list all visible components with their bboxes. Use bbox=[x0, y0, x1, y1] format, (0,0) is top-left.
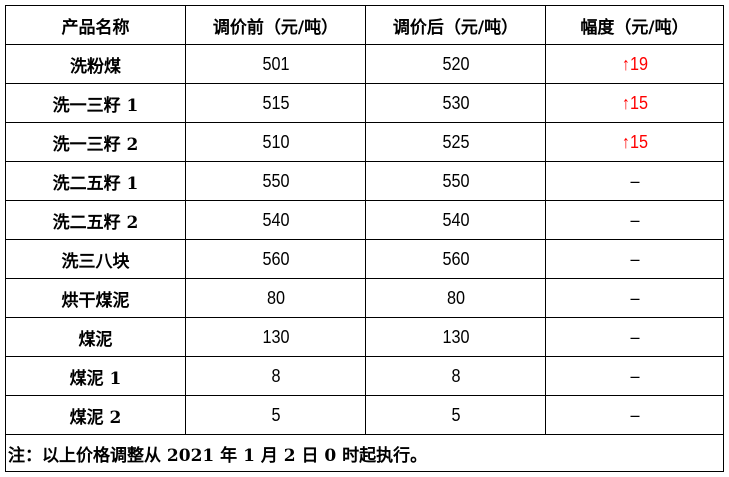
header-change: 幅度（元/吨） bbox=[545, 5, 724, 45]
product-name: 洗一三籽 2 bbox=[5, 122, 186, 162]
product-name: 煤泥 2 bbox=[5, 395, 186, 435]
price-change: ↑15 bbox=[553, 83, 716, 123]
price-table: 产品名称 调价前（元/吨） 调价后（元/吨） 幅度（元/吨） 洗粉煤 501 520… bbox=[5, 5, 724, 472]
price-before: 501 bbox=[194, 44, 357, 84]
product-name: 洗二五籽 2 bbox=[5, 200, 186, 240]
price-before: 515 bbox=[194, 83, 357, 123]
header-row: 产品名称 调价前（元/吨） 调价后（元/吨） 幅度（元/吨） bbox=[5, 5, 724, 45]
table-row: 洗二五籽 2 540 540– bbox=[5, 200, 724, 240]
product-name: 烘干煤泥 bbox=[5, 278, 186, 318]
price-change: – bbox=[553, 161, 716, 201]
table-row: 洗一三籽 2 510 525 ↑15 bbox=[5, 122, 724, 162]
price-before: 5 bbox=[194, 395, 357, 435]
table-row: 煤泥 130 130– bbox=[5, 317, 724, 357]
price-change: – bbox=[553, 200, 716, 240]
price-after: 80 bbox=[374, 278, 537, 318]
price-after: 530 bbox=[374, 83, 537, 123]
table-row: 烘干煤泥 80 80– bbox=[5, 278, 724, 318]
price-change: – bbox=[553, 239, 716, 279]
price-after: 540 bbox=[374, 200, 537, 240]
note-text: 注：以上价格调整从 2021 年 1 月 2 日 0 时起执行。 bbox=[5, 434, 724, 472]
price-before: 540 bbox=[194, 200, 357, 240]
product-name: 洗二五籽 1 bbox=[5, 161, 186, 201]
price-change: – bbox=[553, 395, 716, 435]
product-name: 洗三八块 bbox=[5, 239, 186, 279]
price-after: 520 bbox=[374, 44, 537, 84]
table-row: 煤泥 2 5 5– bbox=[5, 395, 724, 435]
note-row: 注：以上价格调整从 2021 年 1 月 2 日 0 时起执行。 bbox=[5, 434, 724, 472]
table-row: 洗一三籽 1 515 530 ↑15 bbox=[5, 83, 724, 123]
product-name: 洗粉煤 bbox=[5, 44, 186, 84]
price-after: 560 bbox=[374, 239, 537, 279]
price-change: – bbox=[553, 356, 716, 396]
table-row: 洗三八块 560 560– bbox=[5, 239, 724, 279]
price-before: 8 bbox=[194, 356, 357, 396]
price-before: 560 bbox=[194, 239, 357, 279]
product-name: 洗一三籽 1 bbox=[5, 83, 186, 123]
price-before: 80 bbox=[194, 278, 357, 318]
header-product: 产品名称 bbox=[5, 5, 186, 45]
product-name: 煤泥 1 bbox=[5, 356, 186, 396]
price-after: 8 bbox=[374, 356, 537, 396]
price-change: ↑15 bbox=[553, 122, 716, 162]
price-before: 130 bbox=[194, 317, 357, 357]
table-row: 洗二五籽 1 550 550– bbox=[5, 161, 724, 201]
price-before: 510 bbox=[194, 122, 357, 162]
table-row: 煤泥 1 8 8– bbox=[5, 356, 724, 396]
price-after: 550 bbox=[374, 161, 537, 201]
price-change: – bbox=[553, 278, 716, 318]
product-name: 煤泥 bbox=[5, 317, 186, 357]
price-change: – bbox=[553, 317, 716, 357]
header-before: 调价前（元/吨） bbox=[185, 5, 366, 45]
price-after: 525 bbox=[374, 122, 537, 162]
price-before: 550 bbox=[194, 161, 357, 201]
header-after: 调价后（元/吨） bbox=[365, 5, 546, 45]
price-change: ↑19 bbox=[553, 44, 716, 84]
table-row: 洗粉煤 501 520 ↑19 bbox=[5, 44, 724, 84]
price-after: 5 bbox=[374, 395, 537, 435]
price-after: 130 bbox=[374, 317, 537, 357]
